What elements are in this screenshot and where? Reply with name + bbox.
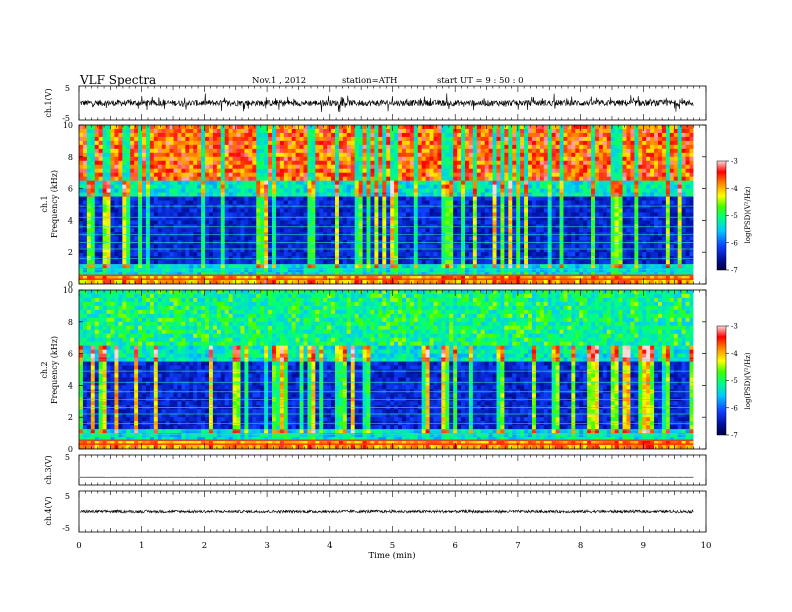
freq-tick-label: 8 — [68, 318, 73, 327]
ch1-wave-path — [79, 93, 694, 113]
time-tick-label: 8 — [578, 541, 583, 551]
ch4-waveform-line — [79, 508, 694, 515]
colorbar-tick-label: -4 — [731, 185, 738, 193]
freq-tick-label: 10 — [63, 286, 73, 295]
time-tick-label: 10 — [701, 541, 712, 551]
ch1-tick-bottom: -5 — [62, 114, 70, 123]
freq-tick-label: 10 — [63, 121, 73, 130]
colorbar-tick-label: -6 — [731, 239, 738, 247]
colorbar-tick-label: -6 — [731, 404, 738, 412]
colorbar-tick-label: -7 — [731, 432, 738, 440]
freq-tick-label: 6 — [68, 185, 73, 194]
freq-tick-label: 4 — [68, 381, 73, 390]
ch1-spectrogram-ylabel: Frequency (kHz) — [50, 170, 59, 238]
ch1-spectrogram-yticks: 0 2 4 6 8 10 — [63, 121, 706, 289]
time-tick-label: 6 — [452, 541, 457, 551]
time-tick-label: 3 — [264, 541, 269, 551]
ch4-tick-bottom: -5 — [62, 524, 70, 533]
spec1-blank — [693, 125, 706, 284]
ch1-waveform-line — [79, 93, 694, 113]
ch2-colorbar — [716, 325, 727, 436]
ch2-spectrogram-image — [79, 290, 706, 449]
ch2-spectrogram-yticks: 0 2 4 6 8 10 — [63, 286, 706, 454]
ch2-spectrogram-channel: ch.2 — [40, 361, 49, 378]
start-time-label: start UT = 9 : 50 : 0 — [437, 76, 524, 86]
freq-tick-label: 0 — [68, 280, 73, 289]
ch3-tick-top: 5 — [65, 453, 70, 462]
colorbar-tick-label: -3 — [731, 323, 738, 331]
ch1-waveform-ylabel: ch.1(V) — [44, 88, 53, 117]
ch1-colorbar-label: log(PSD)(V²/Hz) — [744, 186, 752, 243]
ch1-spectrogram-channel: ch.1 — [40, 195, 49, 212]
time-tick-label: 2 — [202, 541, 207, 551]
time-tick-label: 1 — [139, 541, 144, 551]
freq-tick-label: 0 — [68, 445, 73, 454]
freq-tick-label: 4 — [68, 216, 73, 225]
ch2-colorbar-ticks: -3 -4 -5 -6 -7 — [726, 323, 738, 440]
date-label: Nov.1 , 2012 — [252, 76, 306, 86]
ch4-tick-top: 5 — [65, 492, 70, 501]
time-tick-label: 9 — [641, 541, 646, 551]
ch1-waveform-panel: 5 -5 ch.1(V) — [44, 84, 707, 123]
ch1-colorbar-ticks: -3 -4 -5 -6 -7 — [726, 158, 738, 275]
ch2-colorbar-label: log(PSD)(V²/Hz) — [744, 352, 752, 409]
time-tick-label: 7 — [515, 541, 520, 551]
ch3-waveform-panel: 5 ch.3(V) — [44, 453, 707, 486]
ch4-waveform-ylabel: ch.4(V) — [44, 496, 53, 525]
time-axis-title: Time (min) — [368, 550, 415, 561]
colorbar-tick-label: -5 — [731, 377, 738, 385]
colorbar-tick-label: -3 — [731, 158, 738, 166]
figure-title: VLF Spectra — [79, 73, 156, 87]
time-tick-label: 5 — [390, 541, 395, 551]
freq-tick-label: 8 — [68, 153, 73, 162]
ch3-waveform-ylabel: ch.3(V) — [44, 455, 53, 484]
time-axis-labels: 0 1 2 3 4 5 6 7 8 9 10 — [76, 541, 711, 551]
freq-tick-label: 6 — [68, 350, 73, 359]
time-tick-label: 0 — [76, 541, 81, 551]
freq-tick-label: 2 — [68, 413, 73, 422]
station-label: station=ATH — [342, 76, 397, 86]
time-tick-label: 4 — [327, 541, 332, 551]
ch4-waveform-panel: 5 -5 ch.4(V) — [44, 490, 707, 533]
ch1-spectrogram-image — [79, 125, 706, 284]
time-axis-ticks — [78, 86, 707, 532]
spec2-blank — [693, 290, 706, 449]
colorbar-tick-label: -5 — [731, 212, 738, 220]
ch1-colorbar — [716, 160, 727, 271]
ch2-spectrogram-ylabel: Frequency (kHz) — [50, 336, 59, 404]
freq-tick-label: 2 — [68, 248, 73, 257]
colorbar-tick-label: -7 — [731, 267, 738, 275]
ch1-tick-top: 5 — [65, 84, 70, 93]
ch4-wave-path — [79, 508, 694, 515]
colorbar-tick-label: -4 — [731, 350, 738, 358]
